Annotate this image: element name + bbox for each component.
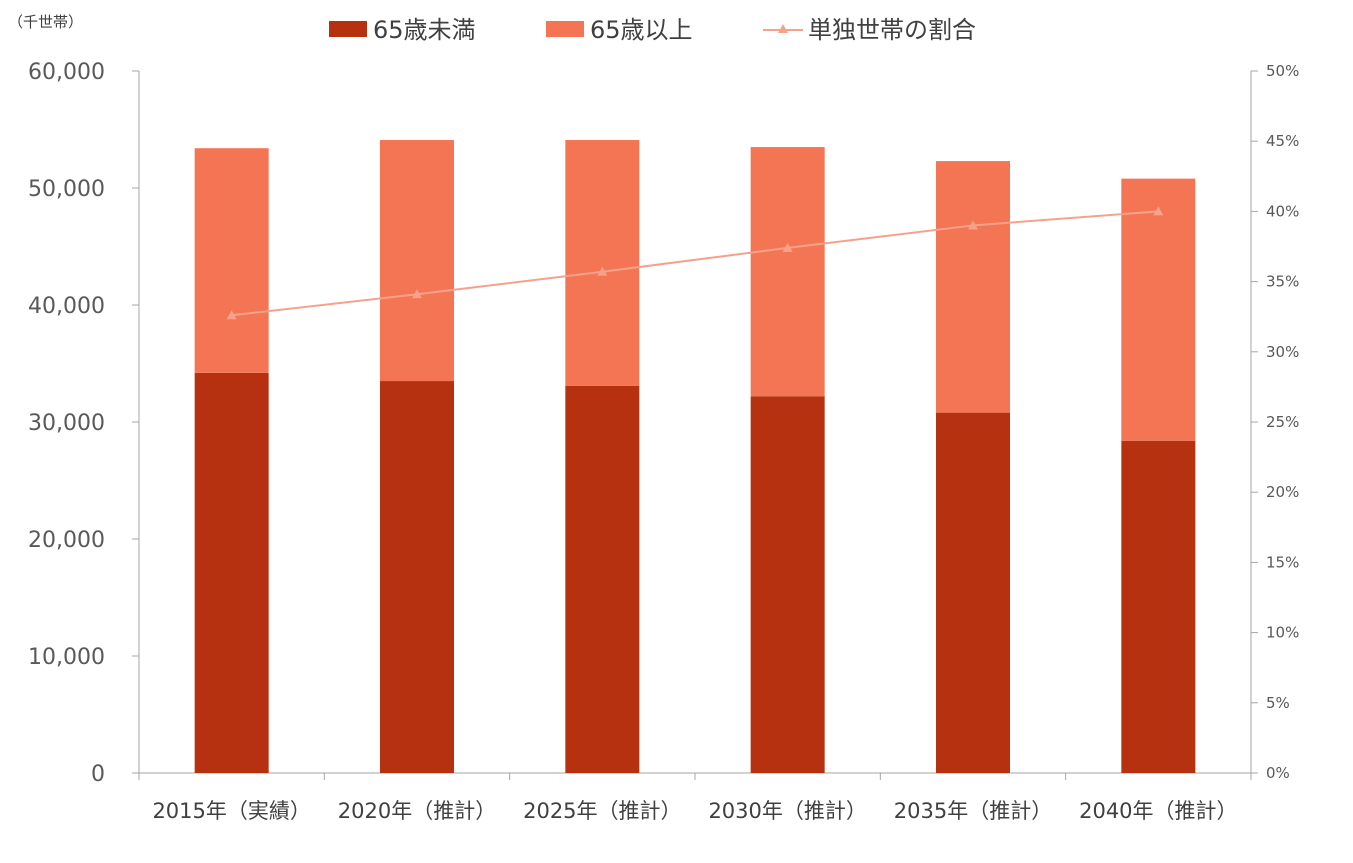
y-right-tick-label: 0%	[1266, 764, 1290, 782]
legend-swatch-65plus	[546, 21, 584, 37]
legend-label-single-ratio: 単独世帯の割合	[808, 16, 976, 44]
y-right-tick-label: 5%	[1266, 694, 1290, 712]
bar-under65	[565, 385, 640, 773]
y-right-tick-label: 20%	[1266, 483, 1299, 501]
bar-under65	[750, 396, 825, 773]
bar-65plus	[380, 140, 454, 382]
x-tick-label: 2030年（推計）	[708, 799, 866, 823]
y-left-tick-label: 20,000	[28, 528, 105, 553]
y-axis-unit-label: （千世帯）	[8, 13, 83, 31]
bar-65plus	[750, 147, 825, 397]
bar-under65	[1121, 440, 1196, 773]
y-right-tick-label: 15%	[1266, 553, 1299, 571]
legend-marker-single-ratio	[778, 24, 788, 33]
line-point-marker	[782, 242, 793, 252]
bar-65plus	[194, 148, 269, 373]
bar-65plus	[936, 161, 1010, 413]
x-tick-label: 2020年（推計）	[338, 799, 496, 823]
legend-swatch-under65	[329, 21, 367, 37]
y-right-tick-label: 25%	[1266, 413, 1299, 431]
y-left-tick-label: 0	[91, 762, 105, 787]
bar-under65	[936, 412, 1010, 773]
line-point-marker	[1153, 206, 1164, 216]
legend-label-under65: 65歳未満	[373, 16, 476, 44]
y-right-tick-label: 30%	[1266, 343, 1299, 361]
legend: 65歳未満 65歳以上 単独世帯の割合	[329, 16, 976, 44]
y-right-tick-label: 50%	[1266, 62, 1299, 80]
y-left-tick-label: 30,000	[28, 411, 105, 436]
y-right-tick-label: 10%	[1266, 624, 1299, 642]
bar-65plus	[1121, 178, 1196, 441]
y-left-tick-label: 40,000	[28, 294, 105, 319]
line-point-marker	[968, 220, 978, 230]
bar-under65	[380, 381, 454, 773]
y-right-tick-label: 35%	[1266, 273, 1299, 291]
x-tick-label: 2035年（推計）	[894, 799, 1052, 823]
y-left-tick-label: 60,000	[28, 60, 105, 85]
legend-label-65plus: 65歳以上	[590, 16, 693, 44]
y-left-tick-label: 10,000	[28, 645, 105, 670]
bar-65plus	[565, 140, 640, 386]
x-tick-label: 2015年（実績）	[152, 799, 310, 823]
x-tick-label: 2025年（推計）	[523, 799, 681, 823]
y-left-tick-label: 50,000	[28, 177, 105, 202]
y-right-tick-label: 45%	[1266, 132, 1299, 150]
line-point-marker	[412, 289, 422, 299]
line-single-household-ratio	[231, 210, 1159, 317]
bar-under65	[194, 372, 269, 773]
line-point-marker	[226, 310, 237, 320]
line-point-marker	[597, 266, 608, 276]
x-tick-label: 2040年（推計）	[1079, 799, 1237, 823]
y-right-tick-label: 40%	[1266, 202, 1299, 220]
